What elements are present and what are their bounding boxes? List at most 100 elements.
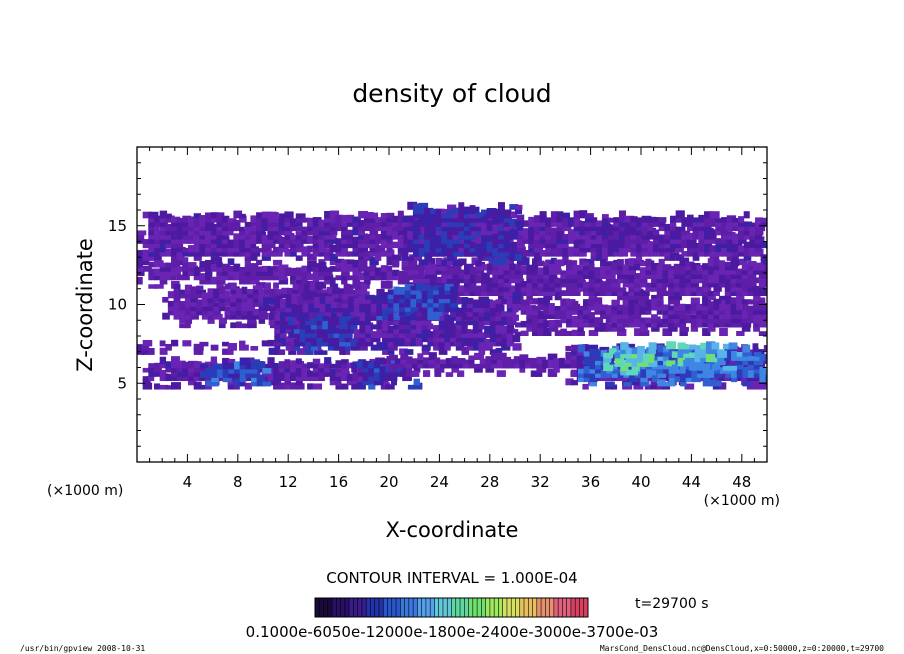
- density-cell: [387, 301, 396, 308]
- density-cell: [520, 284, 528, 292]
- density-cell: [239, 376, 247, 383]
- density-cell: [179, 316, 186, 324]
- density-cell: [475, 221, 485, 227]
- density-cell: [258, 294, 268, 303]
- density-cell: [165, 373, 172, 382]
- density-cell: [579, 244, 589, 253]
- density-cell: [622, 269, 631, 275]
- density-cell: [559, 357, 565, 365]
- density-cell: [573, 226, 581, 232]
- density-cell: [690, 297, 700, 305]
- density-cell: [576, 356, 585, 365]
- density-cell: [341, 383, 349, 390]
- density-cell: [452, 238, 462, 244]
- density-cell: [730, 284, 737, 292]
- density-cell: [365, 314, 373, 321]
- density-cell: [567, 246, 575, 253]
- density-cell: [452, 220, 461, 227]
- density-cell: [292, 288, 300, 295]
- density-cell: [363, 251, 374, 257]
- density-cell: [301, 272, 310, 281]
- density-cell: [642, 359, 652, 367]
- density-cell: [426, 258, 436, 266]
- density-cell: [484, 325, 491, 334]
- density-cell: [765, 374, 767, 383]
- density-cell: [652, 234, 661, 240]
- density-cell: [468, 355, 478, 360]
- density-cell: [190, 286, 199, 295]
- density-cell: [641, 230, 650, 236]
- density-cell: [625, 347, 634, 355]
- density-cell: [497, 278, 506, 284]
- density-cell: [613, 237, 621, 244]
- density-cell: [428, 361, 436, 369]
- density-cell: [148, 241, 158, 249]
- density-cell: [329, 210, 340, 219]
- density-cell: [683, 359, 692, 367]
- density-cell: [503, 286, 513, 292]
- density-cell: [273, 269, 280, 276]
- density-cell: [335, 224, 343, 232]
- density-cell: [376, 325, 383, 330]
- density-cell: [601, 214, 609, 219]
- density-cell: [560, 313, 568, 319]
- density-cell: [446, 249, 455, 257]
- density-cell: [492, 264, 500, 271]
- density-cell: [656, 318, 665, 324]
- density-cell: [205, 259, 215, 268]
- density-cell: [213, 307, 221, 316]
- density-cell: [753, 305, 764, 311]
- density-cell: [273, 342, 282, 347]
- density-cell: [233, 383, 240, 390]
- density-cell: [573, 214, 581, 223]
- density-cell: [668, 368, 676, 374]
- density-cell: [159, 268, 166, 276]
- density-cell: [461, 304, 471, 313]
- density-cell: [440, 362, 447, 369]
- density-cell: [565, 378, 574, 386]
- density-cell: [346, 214, 355, 223]
- density-cell: [605, 265, 612, 271]
- density-cell: [335, 380, 342, 386]
- density-cell: [532, 330, 539, 336]
- density-cell: [273, 282, 279, 289]
- density-cell: [503, 212, 512, 219]
- density-cell: [506, 296, 517, 304]
- density-cell: [467, 339, 475, 347]
- colorbar-swatch: [579, 598, 585, 617]
- density-cell: [726, 215, 737, 223]
- density-cell: [379, 376, 387, 382]
- density-cell: [196, 289, 206, 295]
- density-cell: [611, 318, 620, 324]
- density-cell: [329, 363, 337, 369]
- density-cell: [284, 378, 291, 386]
- density-cell: [307, 217, 315, 223]
- density-cell: [312, 365, 321, 373]
- density-cell: [478, 342, 487, 351]
- density-cell: [683, 353, 691, 358]
- density-cell: [645, 309, 652, 315]
- density-cell: [601, 243, 609, 249]
- density-cell: [755, 217, 763, 223]
- density-cell: [399, 306, 406, 312]
- density-cell: [230, 293, 237, 299]
- density-cell: [312, 358, 321, 365]
- density-cell: [736, 315, 743, 324]
- density-cell: [496, 370, 506, 377]
- density-cell: [258, 288, 267, 295]
- density-cell: [613, 225, 623, 232]
- density-cell: [148, 261, 156, 268]
- density-cell: [607, 217, 617, 223]
- density-cell: [730, 311, 737, 319]
- density-cell: [256, 228, 266, 236]
- density-cell: [522, 220, 531, 227]
- density-cell: [350, 338, 357, 347]
- density-cell: [571, 264, 580, 271]
- density-cell: [702, 369, 712, 378]
- density-cell: [137, 344, 143, 351]
- density-cell: [608, 348, 617, 355]
- density-cell: [410, 288, 420, 295]
- density-cell: [718, 371, 728, 377]
- density-cell: [308, 301, 318, 309]
- density-cell: [736, 284, 744, 292]
